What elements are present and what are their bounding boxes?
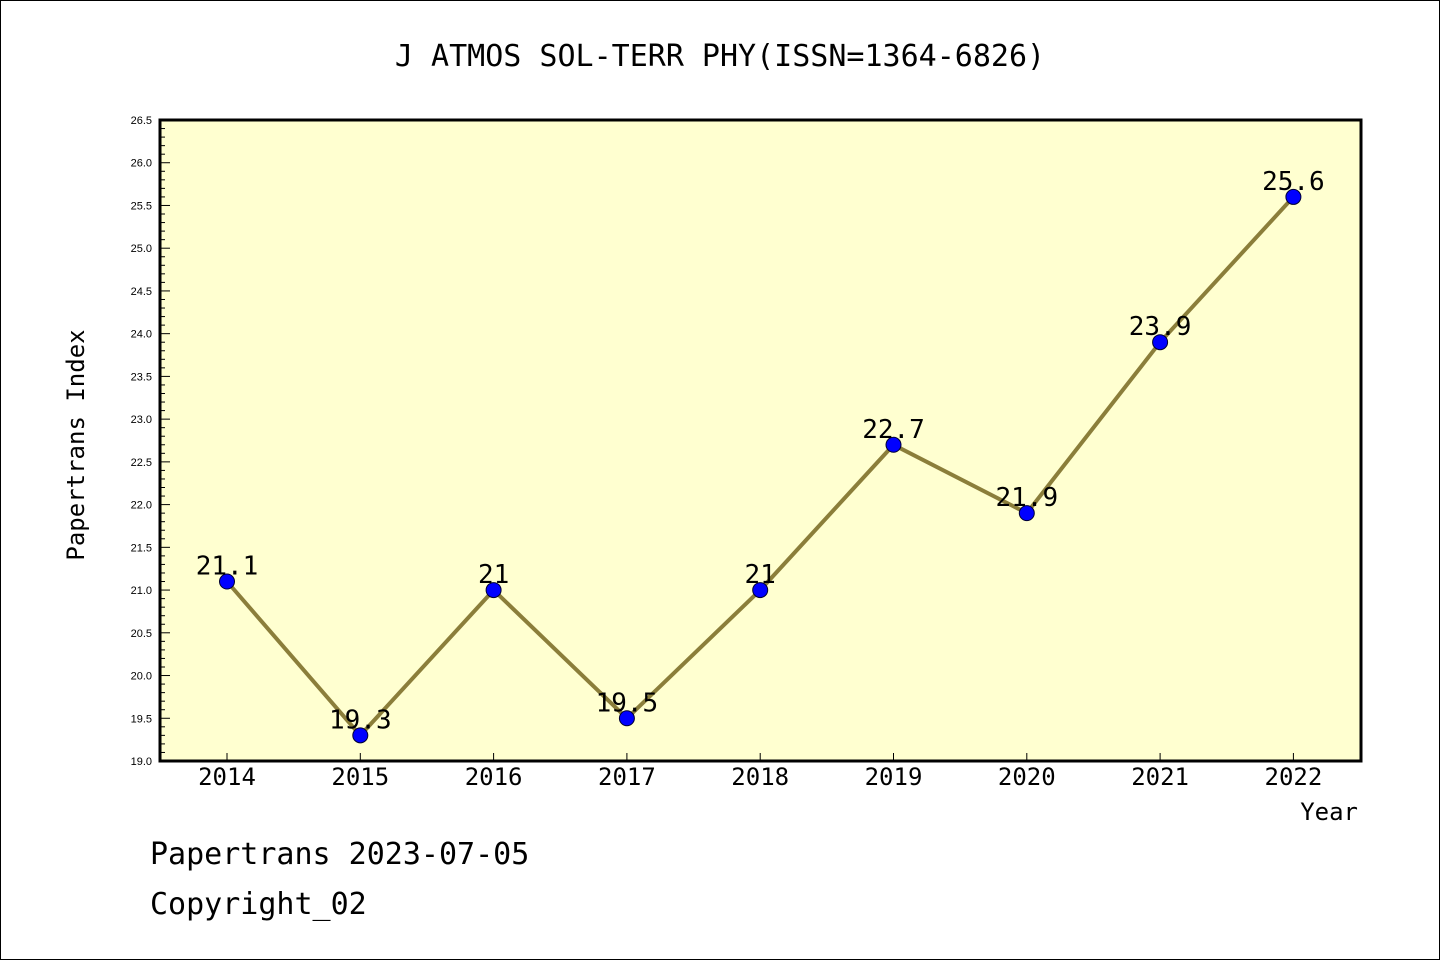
data-point	[219, 573, 235, 590]
y-tick-label: 20.0	[131, 671, 152, 683]
y-tick-label: 20.5	[131, 628, 152, 640]
data-label: 25.6	[1262, 167, 1325, 197]
y-tick-label: 22.0	[131, 500, 152, 512]
y-tick-label: 19.0	[131, 756, 152, 768]
y-tick-label: 26.0	[131, 158, 152, 170]
y-tick-label: 24.5	[131, 286, 152, 298]
y-tick-label: 23.5	[131, 371, 152, 383]
data-label: 21	[745, 560, 776, 590]
data-label: 21.1	[196, 552, 259, 582]
data-label: 21.9	[995, 483, 1058, 513]
data-label: 22.7	[862, 415, 925, 445]
y-tick-label: 25.5	[131, 200, 152, 212]
x-tick-label: 2021	[1131, 763, 1189, 791]
data-point	[618, 710, 635, 727]
x-tick-label: 2018	[731, 763, 789, 791]
y-axis-label: Papertrans Index	[62, 329, 90, 560]
data-point	[885, 436, 902, 453]
data-point	[1018, 505, 1035, 522]
x-tick-label: 2015	[331, 763, 389, 791]
x-axis-label: Year	[1300, 798, 1358, 826]
chart-title: J ATMOS SOL-TERR PHY(ISSN=1364-6826)	[395, 39, 1045, 74]
data-label: 19.3	[329, 705, 392, 735]
y-tick-label: 23.0	[131, 414, 152, 426]
data-label: 19.5	[596, 688, 659, 718]
data-point	[485, 582, 502, 599]
data-label: 23.9	[1129, 312, 1192, 342]
data-point	[352, 727, 369, 744]
data-point	[1152, 334, 1169, 351]
footer-copyright: Copyright_02	[150, 887, 367, 922]
y-tick-label: 24.0	[131, 329, 152, 341]
footer-date: Papertrans 2023-07-05	[150, 837, 529, 872]
y-tick-label: 21.5	[131, 542, 152, 554]
x-tick-label: 2016	[465, 763, 523, 791]
data-point	[752, 582, 769, 599]
data-point	[1285, 188, 1302, 205]
data-labels: 21.1 19.3 21 19.5 21 22.7 21.9 23.9 25.6	[196, 167, 1325, 735]
y-axis: 19.0 19.5 20.0 20.5 21.0 21.5 22.0 22.5 23.0 23.5…	[131, 115, 170, 768]
y-tick-label: 26.5	[131, 115, 152, 127]
x-tick-label: 2019	[865, 763, 923, 791]
x-tick-label: 2017	[598, 763, 656, 791]
x-tick-label: 2020	[998, 763, 1056, 791]
y-tick-label: 19.5	[131, 713, 152, 725]
y-tick-label: 25.0	[131, 243, 152, 255]
data-label: 21	[478, 560, 509, 590]
x-tick-label: 2022	[1265, 763, 1323, 791]
x-tick-label: 2014	[198, 763, 256, 791]
data-points	[219, 188, 1302, 744]
y-tick-label: 22.5	[131, 457, 152, 469]
y-tick-label: 21.0	[131, 585, 152, 597]
x-axis: 2014 2015 2016 2017 2018 2019 2020 2021 2022	[198, 753, 1322, 791]
plot-area	[160, 120, 1361, 761]
plot-border	[158, 118, 1363, 763]
